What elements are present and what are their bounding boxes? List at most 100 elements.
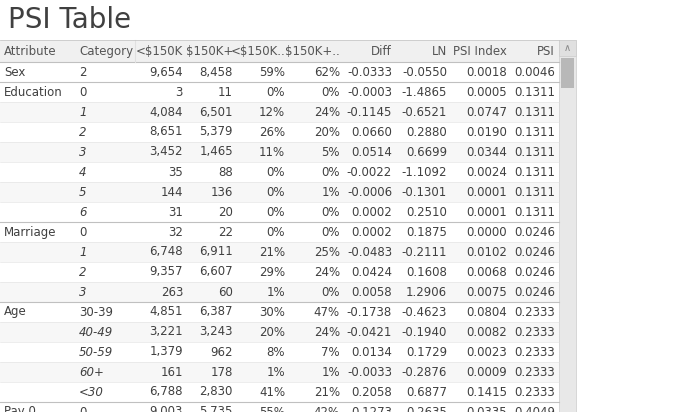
Text: 0.0747: 0.0747 [466,105,507,119]
Text: 2,830: 2,830 [200,386,233,398]
Text: 0.0058: 0.0058 [351,286,392,299]
Text: 20%: 20% [259,325,285,339]
Text: 962: 962 [211,346,233,358]
Text: -0.2876: -0.2876 [401,365,447,379]
Text: 30-39: 30-39 [79,306,113,318]
Text: 40-49: 40-49 [79,325,113,339]
Text: -0.0022: -0.0022 [347,166,392,178]
Bar [0,382,559,402]
Text: 0.0246: 0.0246 [514,286,555,299]
Text: <$150K: <$150K [136,44,183,58]
Text: 0.0134: 0.0134 [351,346,392,358]
Text: -0.0333: -0.0333 [347,66,392,79]
Text: 3,243: 3,243 [200,325,233,339]
Text: 0.2510: 0.2510 [406,206,447,218]
Text: -0.0033: -0.0033 [347,365,392,379]
Text: Diff: Diff [371,44,392,58]
Text: 0.0424: 0.0424 [351,265,392,279]
Text: -0.1738: -0.1738 [347,306,392,318]
Text: 0.6699: 0.6699 [406,145,447,159]
Text: 0.0046: 0.0046 [514,66,555,79]
Text: <30: <30 [79,386,104,398]
Text: 20: 20 [218,206,233,218]
Text: 0%: 0% [267,166,285,178]
Text: 0.1311: 0.1311 [514,145,555,159]
Text: 24%: 24% [314,325,340,339]
Text: 9,003: 9,003 [150,405,183,412]
Text: 0.0246: 0.0246 [514,225,555,239]
Text: 30%: 30% [259,306,285,318]
Text: 0%: 0% [322,86,340,98]
Text: PSI Table: PSI Table [8,6,131,34]
Text: 62%: 62% [314,66,340,79]
Text: 0.0246: 0.0246 [514,265,555,279]
Text: 0.4049: 0.4049 [514,405,555,412]
Text: 20%: 20% [314,126,340,138]
Text: Age: Age [4,306,27,318]
Text: -0.2111: -0.2111 [401,246,447,258]
Text: 0: 0 [79,225,87,239]
Text: 2: 2 [79,265,87,279]
Bar [0,122,559,142]
Text: Pay 0: Pay 0 [4,405,36,412]
Text: 0.0082: 0.0082 [466,325,507,339]
Text: 32: 32 [168,225,183,239]
Text: 5,735: 5,735 [200,405,233,412]
Text: 2: 2 [79,126,87,138]
Text: 4,084: 4,084 [150,105,183,119]
Bar [559,40,576,56]
Text: 1: 1 [79,105,87,119]
Text: 0.0102: 0.0102 [466,246,507,258]
Bar [0,262,559,282]
Text: 1%: 1% [322,365,340,379]
Text: 0.0660: 0.0660 [351,126,392,138]
Text: 0.1311: 0.1311 [514,86,555,98]
Text: 0.0018: 0.0018 [466,66,507,79]
Text: 50-59: 50-59 [79,346,113,358]
Text: 0.1875: 0.1875 [406,225,447,239]
Text: Category: Category [79,44,133,58]
Text: 22: 22 [218,225,233,239]
Text: 4,851: 4,851 [150,306,183,318]
Text: 0.2058: 0.2058 [351,386,392,398]
Text: 0.0005: 0.0005 [466,86,507,98]
Bar [559,40,576,412]
Text: 2: 2 [79,66,87,79]
Text: -0.0003: -0.0003 [347,86,392,98]
Text: 0.2333: 0.2333 [515,386,555,398]
Text: 42%: 42% [314,405,340,412]
Bar [0,40,559,62]
Text: 0.2635: 0.2635 [406,405,447,412]
Text: -0.1940: -0.1940 [401,325,447,339]
Text: 4: 4 [79,166,87,178]
Text: 3,221: 3,221 [150,325,183,339]
Text: 6,607: 6,607 [199,265,233,279]
Text: 6: 6 [79,206,87,218]
Text: 0%: 0% [322,286,340,299]
Text: 0.1311: 0.1311 [514,166,555,178]
Text: LN: LN [432,44,447,58]
Bar [561,58,574,88]
Text: 3: 3 [79,145,87,159]
Text: 11: 11 [218,86,233,98]
Text: 0: 0 [79,405,87,412]
Text: $150K+..: $150K+.. [285,44,340,58]
Text: 6,387: 6,387 [200,306,233,318]
Text: -0.0421: -0.0421 [347,325,392,339]
Text: 3: 3 [79,286,87,299]
Text: 0.1311: 0.1311 [514,105,555,119]
Text: ∧: ∧ [564,43,571,53]
Text: 0.2880: 0.2880 [406,126,447,138]
Text: 0.1311: 0.1311 [514,206,555,218]
Text: Sex: Sex [4,66,25,79]
Text: 0.0024: 0.0024 [466,166,507,178]
Text: $150K+: $150K+ [185,44,233,58]
Text: -0.1145: -0.1145 [347,105,392,119]
Text: PSI: PSI [538,44,555,58]
Bar [0,322,559,342]
Text: Marriage: Marriage [4,225,56,239]
Text: 1.2906: 1.2906 [406,286,447,299]
Bar [0,242,559,262]
Text: 0.0804: 0.0804 [466,306,507,318]
Text: 0: 0 [79,86,87,98]
